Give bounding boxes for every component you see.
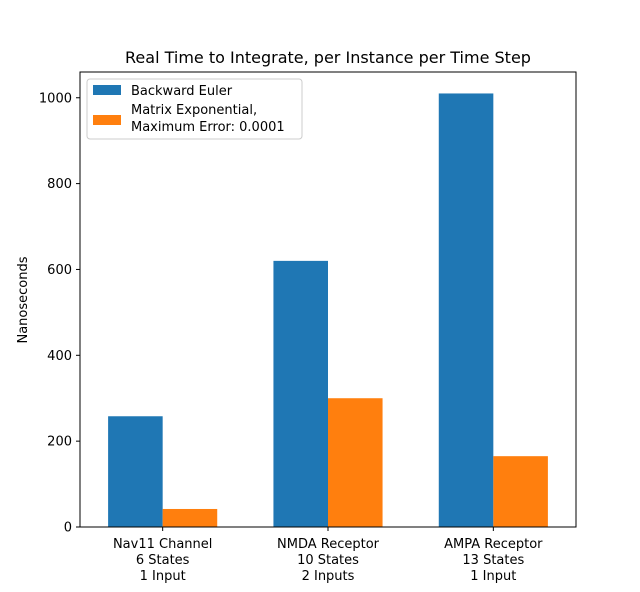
y-axis: 0 200 400 600 800 1000	[39, 91, 80, 536]
y-tick-label: 200	[47, 435, 72, 450]
bar-matrix-exponential-1	[328, 398, 383, 527]
bars-group	[108, 93, 548, 527]
legend-box	[86, 78, 303, 140]
bar-matrix-exponential-2	[493, 456, 548, 527]
bar-backward-euler-1	[273, 260, 328, 527]
x-tick-label: AMPA Receptor 13 States 1 Input	[444, 537, 543, 584]
x-axis: Nav11 Channel 6 States 1 Input NMDA Recepto…	[113, 527, 543, 584]
bar-matrix-exponential-0	[162, 508, 218, 527]
x-tick-label: Nav11 Channel 6 States 1 Input	[113, 537, 212, 584]
bar-backward-euler-0	[108, 416, 163, 527]
y-tick-label: 1000	[39, 91, 72, 106]
y-axis-label: Nanoseconds	[16, 256, 31, 343]
legend: Backward Euler Matrix Exponential, Maximum…	[86, 78, 303, 140]
legend-swatch	[93, 85, 121, 95]
y-tick-label: 600	[47, 263, 72, 278]
bar-backward-euler-2	[438, 93, 494, 527]
y-tick-label: 0	[64, 521, 72, 536]
x-tick-label: NMDA Receptor 10 States 2 Inputs	[277, 537, 380, 584]
y-tick-label: 800	[47, 177, 72, 192]
legend-label: Matrix Exponential, Maximum Error: 0.0001	[131, 103, 285, 135]
legend-label: Backward Euler	[131, 84, 233, 99]
chart-title: Real Time to Integrate, per Instance per…	[125, 48, 531, 67]
y-tick-label: 400	[47, 349, 72, 364]
legend-swatch	[93, 115, 121, 125]
